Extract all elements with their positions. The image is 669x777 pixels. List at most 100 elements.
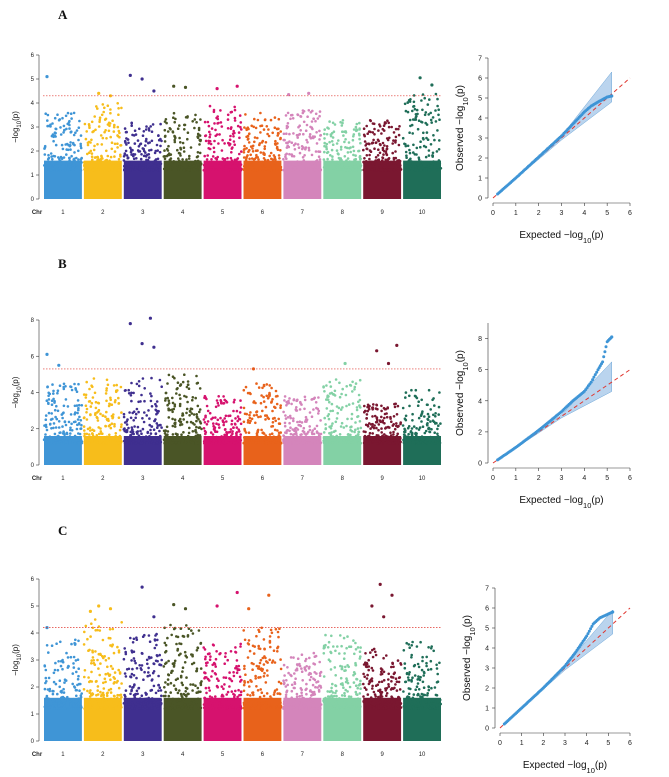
snp-point [77,422,81,425]
snp-point [176,635,180,639]
snp-point [251,644,255,648]
snp-point [308,411,312,414]
snp-point [155,404,158,408]
snp-point [73,151,76,154]
snp-point [97,625,101,628]
snp-point [259,151,263,154]
snp-point [191,441,195,445]
snp-point [221,437,224,440]
snp-point [176,148,179,152]
snp-point [259,658,263,662]
snp-point [263,647,266,651]
snp-point [150,139,154,143]
snp-point [240,128,243,131]
snp-point [43,164,46,167]
snp-point [190,704,194,707]
snp-point [343,140,346,144]
snp-point [102,687,106,690]
snp-point [179,141,182,144]
snp-point [183,650,187,654]
snp-point [183,123,186,127]
snp-point [189,701,193,704]
snp-point [69,426,72,430]
snp-point [357,393,361,397]
snp-point [277,417,281,421]
snp-point [191,683,195,686]
snp-point [129,430,132,434]
snp-point [255,413,258,417]
snp-point [46,124,49,128]
snp-point [242,148,246,151]
snp-point [163,155,167,158]
snp-point [313,427,317,431]
qq-point [601,360,605,364]
snp-point [107,698,111,701]
qq-y-tick-label: 2 [478,156,482,163]
snp-point [154,162,158,165]
snp-point [205,158,209,161]
snp-point [211,669,214,673]
snp-point [84,393,88,397]
snp-point [128,411,131,414]
snp-point [93,156,97,159]
snp-point [436,104,439,108]
snp-point [195,382,199,385]
snp-point [167,659,170,663]
snp-point [349,438,353,442]
snp-point [147,168,151,172]
snp-point [182,418,185,421]
snp-point [132,674,136,677]
snp-point [246,163,249,167]
snp-point [331,158,334,161]
chr-7-points [282,651,323,741]
snp-point [340,164,344,168]
snp-point [250,160,253,164]
snp-point [403,162,407,165]
snp-point [244,431,248,434]
snp-point [156,707,160,710]
snp-point [427,426,431,430]
snp-point [346,417,349,421]
snp-point [363,157,366,160]
snp-point [413,162,416,166]
snp-point [397,127,400,131]
snp-point [206,677,210,681]
snp-point [405,154,408,157]
snp-point [58,166,62,170]
snp-point [300,441,303,445]
snp-point [71,168,75,172]
snp-point [186,634,190,637]
snp-point [173,140,177,144]
snp-point [45,680,48,683]
snp-point [389,417,392,420]
snp-point [229,650,233,653]
snp-point [151,671,155,675]
snp-point [115,696,119,700]
snp-point [100,113,104,117]
snp-point [186,131,190,134]
snp-point [87,676,90,679]
snp-point [298,132,302,136]
snp-point [279,404,283,407]
snp-point [113,671,117,674]
snp-point [196,151,200,154]
snp-point [70,429,74,432]
snp-point [148,166,151,170]
snp-point [194,396,197,400]
chr-9-points [362,119,403,199]
snp-point [191,436,195,439]
snp-point [90,152,94,155]
snp-point [234,666,237,670]
snp-point [385,415,389,419]
snp-point [197,629,201,632]
snp-point [228,414,232,418]
snp-point [286,122,290,125]
snp-point [78,119,81,123]
snp-point [195,669,198,673]
snp-point [77,126,81,129]
snp-point [308,428,312,432]
snp-point [206,154,209,157]
snp-point [377,148,380,151]
snp-point [215,700,219,704]
snp-point [305,168,308,172]
